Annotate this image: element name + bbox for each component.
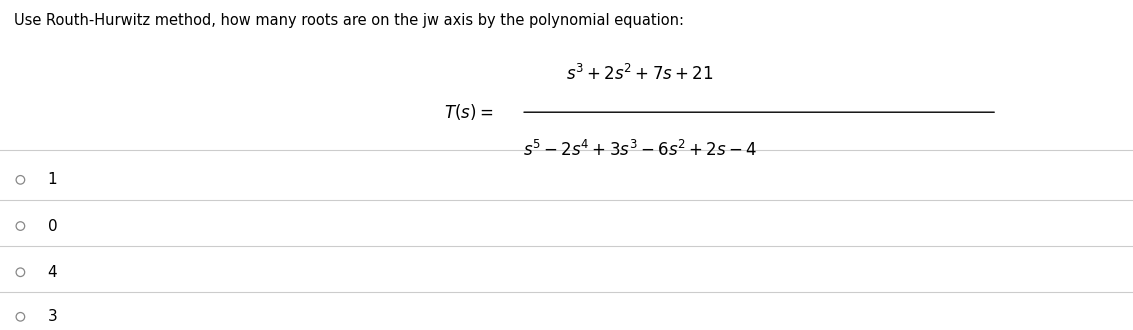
Text: 3: 3 bbox=[48, 309, 58, 324]
Text: $T(s) =$: $T(s) =$ bbox=[444, 102, 493, 122]
Text: 4: 4 bbox=[48, 265, 57, 280]
Text: Use Routh-Hurwitz method, how many roots are on the jw axis by the polynomial eq: Use Routh-Hurwitz method, how many roots… bbox=[14, 13, 683, 28]
Text: $s^{3} + 2s^{2} + 7s + 21$: $s^{3} + 2s^{2} + 7s + 21$ bbox=[566, 64, 714, 84]
Text: 1: 1 bbox=[48, 172, 57, 187]
Text: $s^{5} - 2s^{4} + 3s^{3} - 6s^{2} + 2s - 4$: $s^{5} - 2s^{4} + 3s^{3} - 6s^{2} + 2s -… bbox=[523, 140, 757, 160]
Text: 0: 0 bbox=[48, 218, 57, 234]
